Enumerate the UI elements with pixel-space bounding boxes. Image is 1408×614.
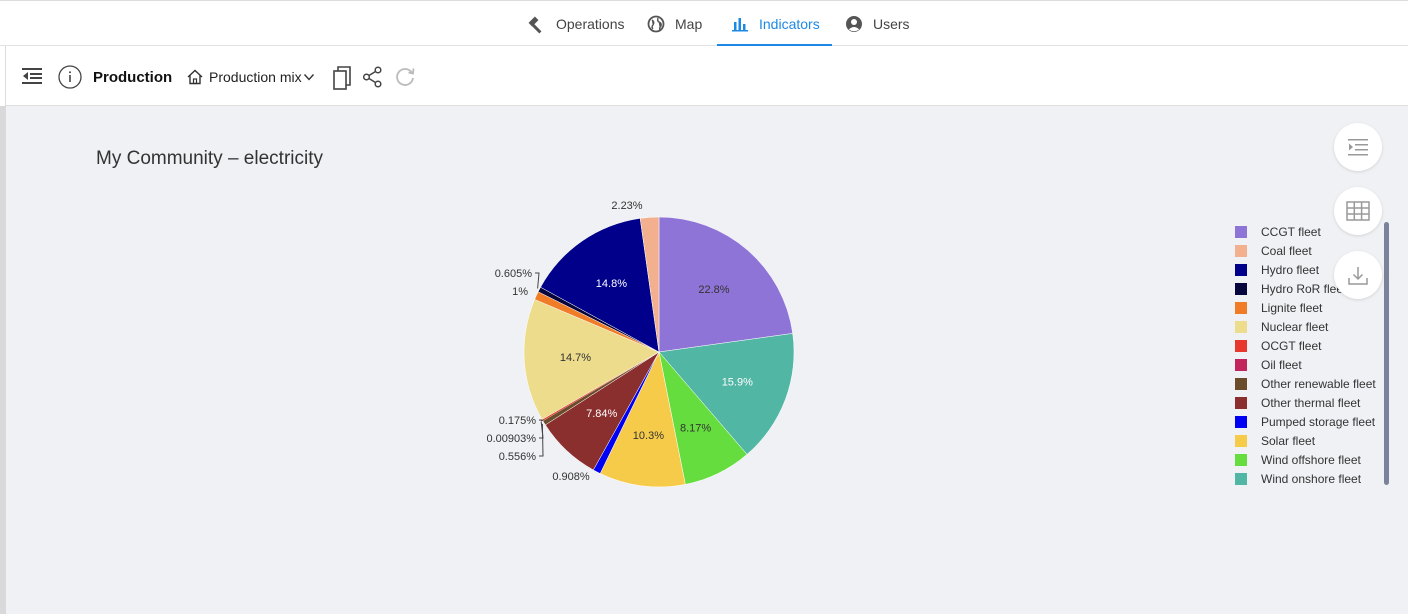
indent-list-icon (1348, 139, 1368, 156)
legend-label: Nuclear fleet (1261, 319, 1329, 334)
legend-item[interactable]: OCGT fleet (1235, 336, 1321, 355)
tab-users-label: Users (873, 15, 910, 32)
legend-label: Pumped storage fleet (1261, 414, 1376, 429)
breadcrumb-label: Production mix (209, 69, 302, 85)
share-button[interactable] (362, 66, 384, 88)
legend-item[interactable]: Oil fleet (1235, 355, 1302, 374)
legend-item[interactable]: Wind offshore fleet (1235, 450, 1361, 469)
bar-chart-icon (732, 17, 748, 31)
legend-label: OCGT fleet (1261, 338, 1322, 353)
legend-label: Other thermal fleet (1261, 395, 1361, 410)
legend-item[interactable]: Other thermal fleet (1235, 393, 1360, 412)
legend-item[interactable]: Pumped storage fleet (1235, 412, 1375, 431)
active-tab-indicator (717, 44, 832, 46)
legend-item[interactable]: Hydro RoR fleet (1235, 279, 1346, 298)
home-icon (187, 69, 203, 85)
info-button[interactable] (58, 65, 82, 89)
left-edge-lower (0, 106, 6, 614)
tab-operations-label: Operations (556, 15, 625, 32)
toggle-legend-button[interactable] (1334, 123, 1382, 171)
collapse-menu-button[interactable] (20, 64, 44, 88)
legend-swatch (1235, 301, 1247, 314)
table-icon (1346, 201, 1370, 221)
hammer-icon (528, 16, 542, 33)
tab-users[interactable]: Users (845, 1, 910, 46)
legend-label: Other renewable fleet (1261, 376, 1376, 391)
legend-label: Hydro RoR fleet (1261, 281, 1347, 296)
breadcrumb[interactable]: Production mix (186, 65, 315, 89)
legend-swatch (1235, 244, 1247, 257)
legend-label: Lignite fleet (1261, 300, 1323, 315)
legend-swatch (1235, 396, 1247, 409)
tab-operations[interactable]: Operations (526, 1, 624, 46)
legend-item[interactable]: Hydro fleet (1235, 260, 1319, 279)
legend-label: Oil fleet (1261, 357, 1302, 372)
tab-map[interactable]: Map (647, 1, 702, 46)
copy-button[interactable] (330, 65, 354, 91)
legend-item[interactable]: Other renewable fleet (1235, 374, 1376, 393)
legend-item[interactable]: Wind onshore fleet (1235, 469, 1361, 488)
legend-swatch (1235, 472, 1247, 485)
refresh-button[interactable] (394, 66, 416, 88)
legend-swatch (1235, 415, 1247, 428)
chart-area (6, 106, 1408, 614)
legend-swatch (1235, 263, 1247, 276)
legend-swatch (1235, 358, 1247, 371)
legend-label: Coal fleet (1261, 243, 1312, 258)
legend-item[interactable]: Lignite fleet (1235, 298, 1322, 317)
tab-indicators-label: Indicators (759, 15, 820, 32)
legend-swatch (1235, 282, 1247, 295)
globe-icon (647, 15, 665, 32)
legend-swatch (1235, 225, 1247, 238)
legend-label: Hydro fleet (1261, 262, 1320, 277)
share-icon (362, 66, 382, 88)
legend-label: Wind onshore fleet (1261, 471, 1362, 486)
download-icon (1348, 267, 1368, 285)
copy-icon (333, 66, 351, 90)
legend-swatch (1235, 377, 1247, 390)
menu-collapse-icon (22, 68, 42, 84)
legend-item[interactable]: Coal fleet (1235, 241, 1312, 260)
legend-scrollbar[interactable] (1384, 222, 1389, 485)
legend-swatch (1235, 339, 1247, 352)
chart-title: My Community – electricity (96, 148, 323, 169)
page-title: Production (93, 68, 173, 86)
tab-indicators[interactable]: Indicators (731, 1, 820, 46)
table-view-button[interactable] (1334, 187, 1382, 235)
legend-label: CCGT fleet (1261, 224, 1321, 239)
legend-item[interactable]: Nuclear fleet (1235, 317, 1328, 336)
chevron-down-icon (303, 74, 314, 81)
top-navigation: Operations Map Indicators Users (0, 0, 1408, 46)
info-icon (58, 65, 82, 89)
legend-item[interactable]: CCGT fleet (1235, 222, 1321, 241)
toolbar: Production Production mix (6, 47, 1408, 106)
legend-item[interactable]: Solar fleet (1235, 431, 1315, 450)
user-icon (846, 15, 862, 32)
download-button[interactable] (1334, 251, 1382, 299)
legend-swatch (1235, 434, 1247, 447)
legend-swatch (1235, 453, 1247, 466)
legend-label: Solar fleet (1261, 433, 1316, 448)
refresh-icon (396, 68, 415, 86)
legend-swatch (1235, 320, 1247, 333)
legend-label: Wind offshore fleet (1261, 452, 1361, 467)
tab-map-label: Map (675, 15, 703, 32)
